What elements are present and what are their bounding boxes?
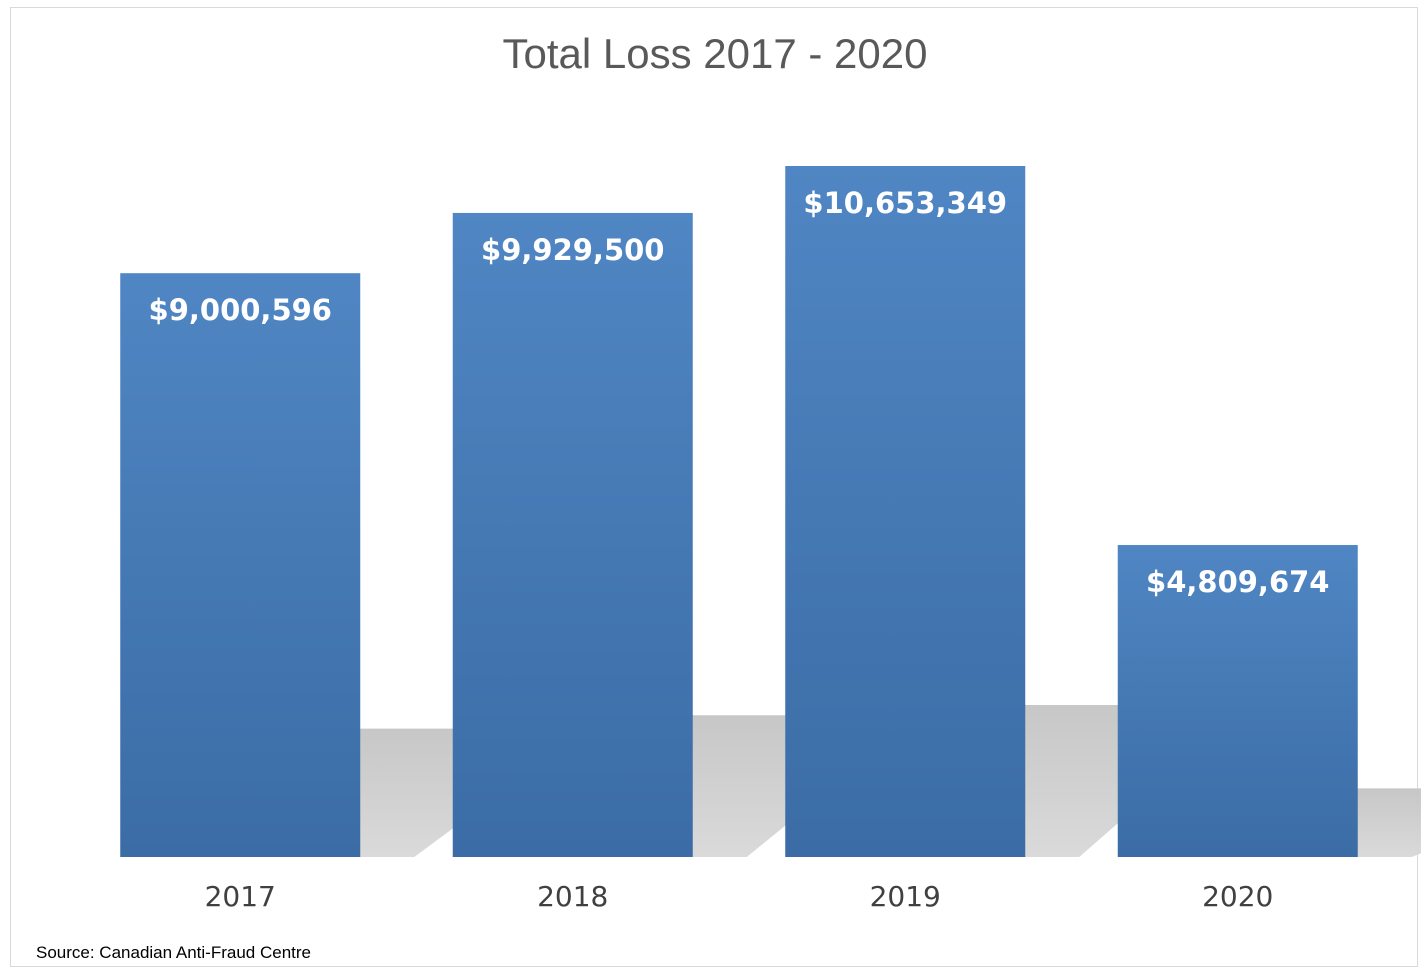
data-label-2019: $10,653,349 xyxy=(803,186,1007,220)
x-tick-label-2017: 2017 xyxy=(205,880,276,913)
data-label-2020: $4,809,674 xyxy=(1146,565,1329,599)
x-tick-label-2020: 2020 xyxy=(1202,880,1273,913)
data-labels-layer: $9,000,596 $9,929,500 $10,653,349 $4,809,67… xyxy=(149,186,1330,599)
bar-2019 xyxy=(785,166,1026,857)
x-axis-ticks: 2017 2018 2019 2020 xyxy=(205,880,1274,913)
x-tick-label-2019: 2019 xyxy=(870,880,941,913)
data-label-2018: $9,929,500 xyxy=(481,233,664,267)
chart-title: Total Loss 2017 - 2020 xyxy=(502,30,928,77)
bar-2017 xyxy=(120,273,361,857)
bar-2018 xyxy=(452,212,693,858)
source-note: Source: Canadian Anti-Fraud Centre xyxy=(36,943,311,962)
data-label-2017: $9,000,596 xyxy=(149,293,332,327)
x-tick-label-2018: 2018 xyxy=(537,880,608,913)
bar-2020 xyxy=(1117,545,1358,857)
bars-layer xyxy=(120,166,1358,858)
